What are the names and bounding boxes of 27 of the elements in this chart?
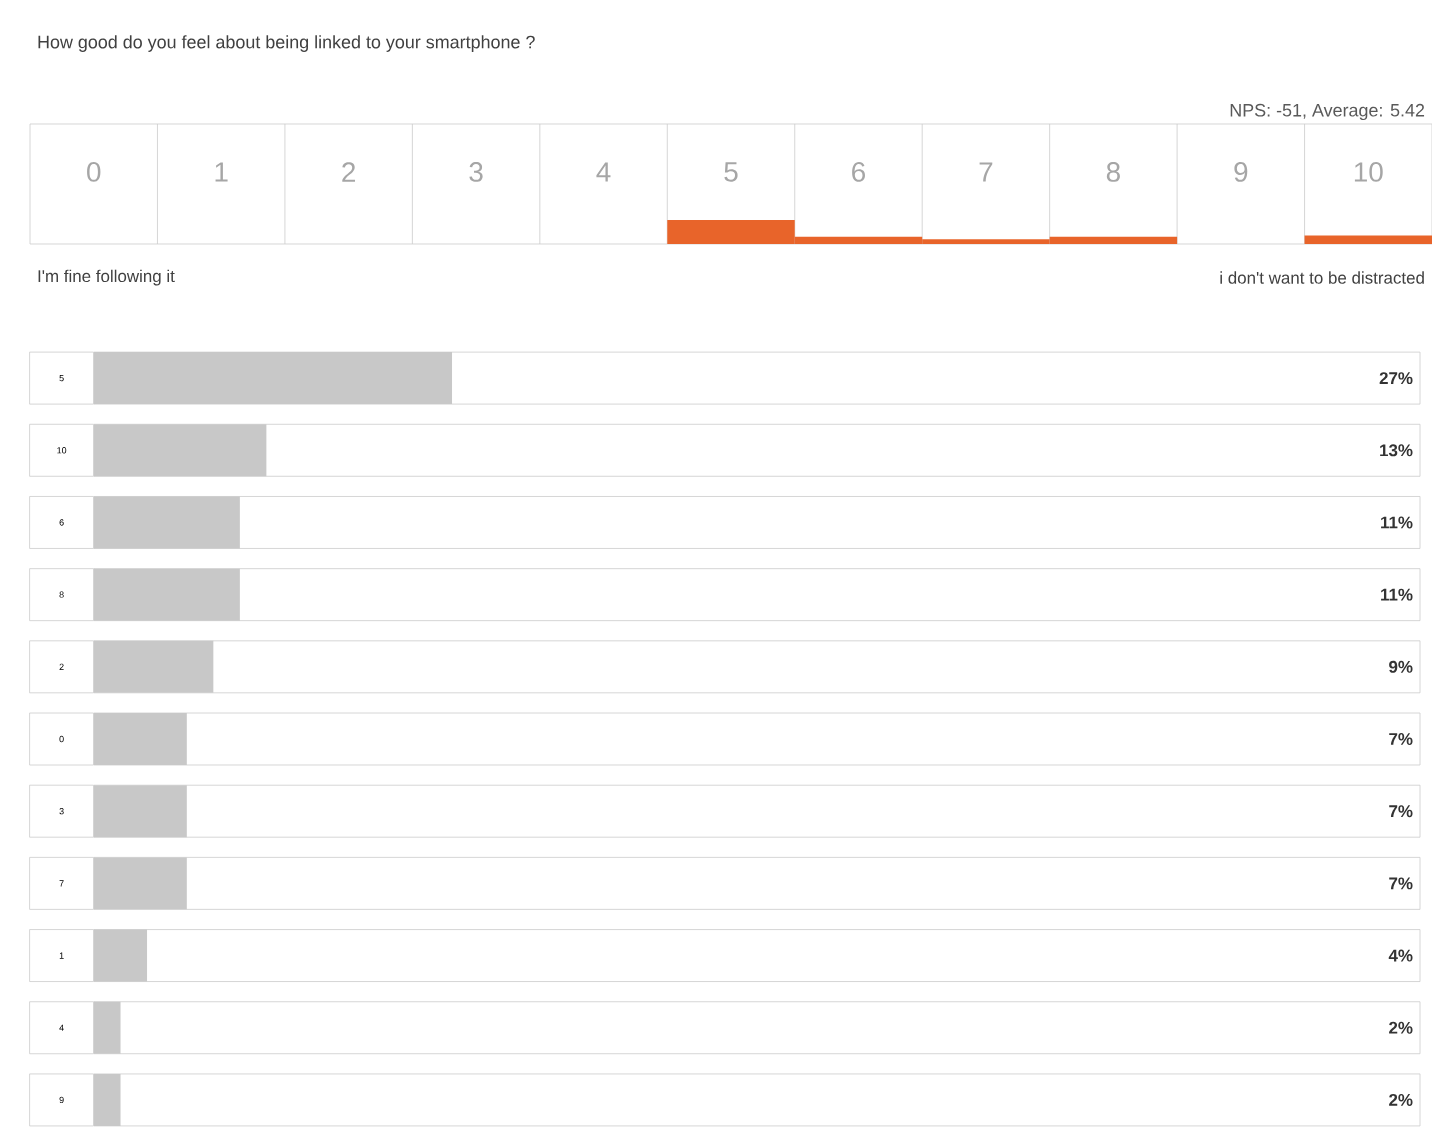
x-tick-label: 2 — [342, 162, 356, 182]
x-tick-label: 4 — [596, 162, 611, 182]
data-label: 4% — [1388, 949, 1413, 962]
data-label: 9% — [1389, 660, 1413, 673]
chart-title: How good do you feel about being linked to your smartphone ? — [38, 35, 535, 52]
data-label: 27% — [1379, 372, 1413, 385]
x-tick-label: 0 — [87, 162, 101, 182]
x-tick-label: 1 — [215, 162, 228, 182]
data-label: 7% — [1389, 805, 1413, 818]
text: i don't want to be distracted — [1220, 271, 1424, 284]
data-label: 11% — [1381, 588, 1413, 601]
data-label: 13% — [1380, 444, 1413, 457]
data-label: 2% — [1389, 1093, 1413, 1106]
x-tick-label: 6 — [852, 162, 865, 182]
data-label: 2% — [1389, 1021, 1413, 1034]
data-label: 7% — [1389, 877, 1413, 890]
chart-subtitle: NPS: -51, Average: 5.42 — [1230, 103, 1425, 121]
x-tick-label: 3 — [469, 162, 483, 182]
bar — [1304, 235, 1432, 244]
x-tick-label: 7 — [979, 162, 993, 182]
x-tick-label: 8 — [1106, 162, 1120, 182]
data-label: 11% — [1381, 516, 1413, 529]
data-label: 7% — [1389, 733, 1413, 745]
text: I'm fine following it — [38, 269, 175, 286]
x-tick-label: 9 — [1234, 162, 1248, 182]
x-tick-label: 5 — [724, 162, 738, 182]
x-tick-label: 10 — [1354, 162, 1383, 182]
